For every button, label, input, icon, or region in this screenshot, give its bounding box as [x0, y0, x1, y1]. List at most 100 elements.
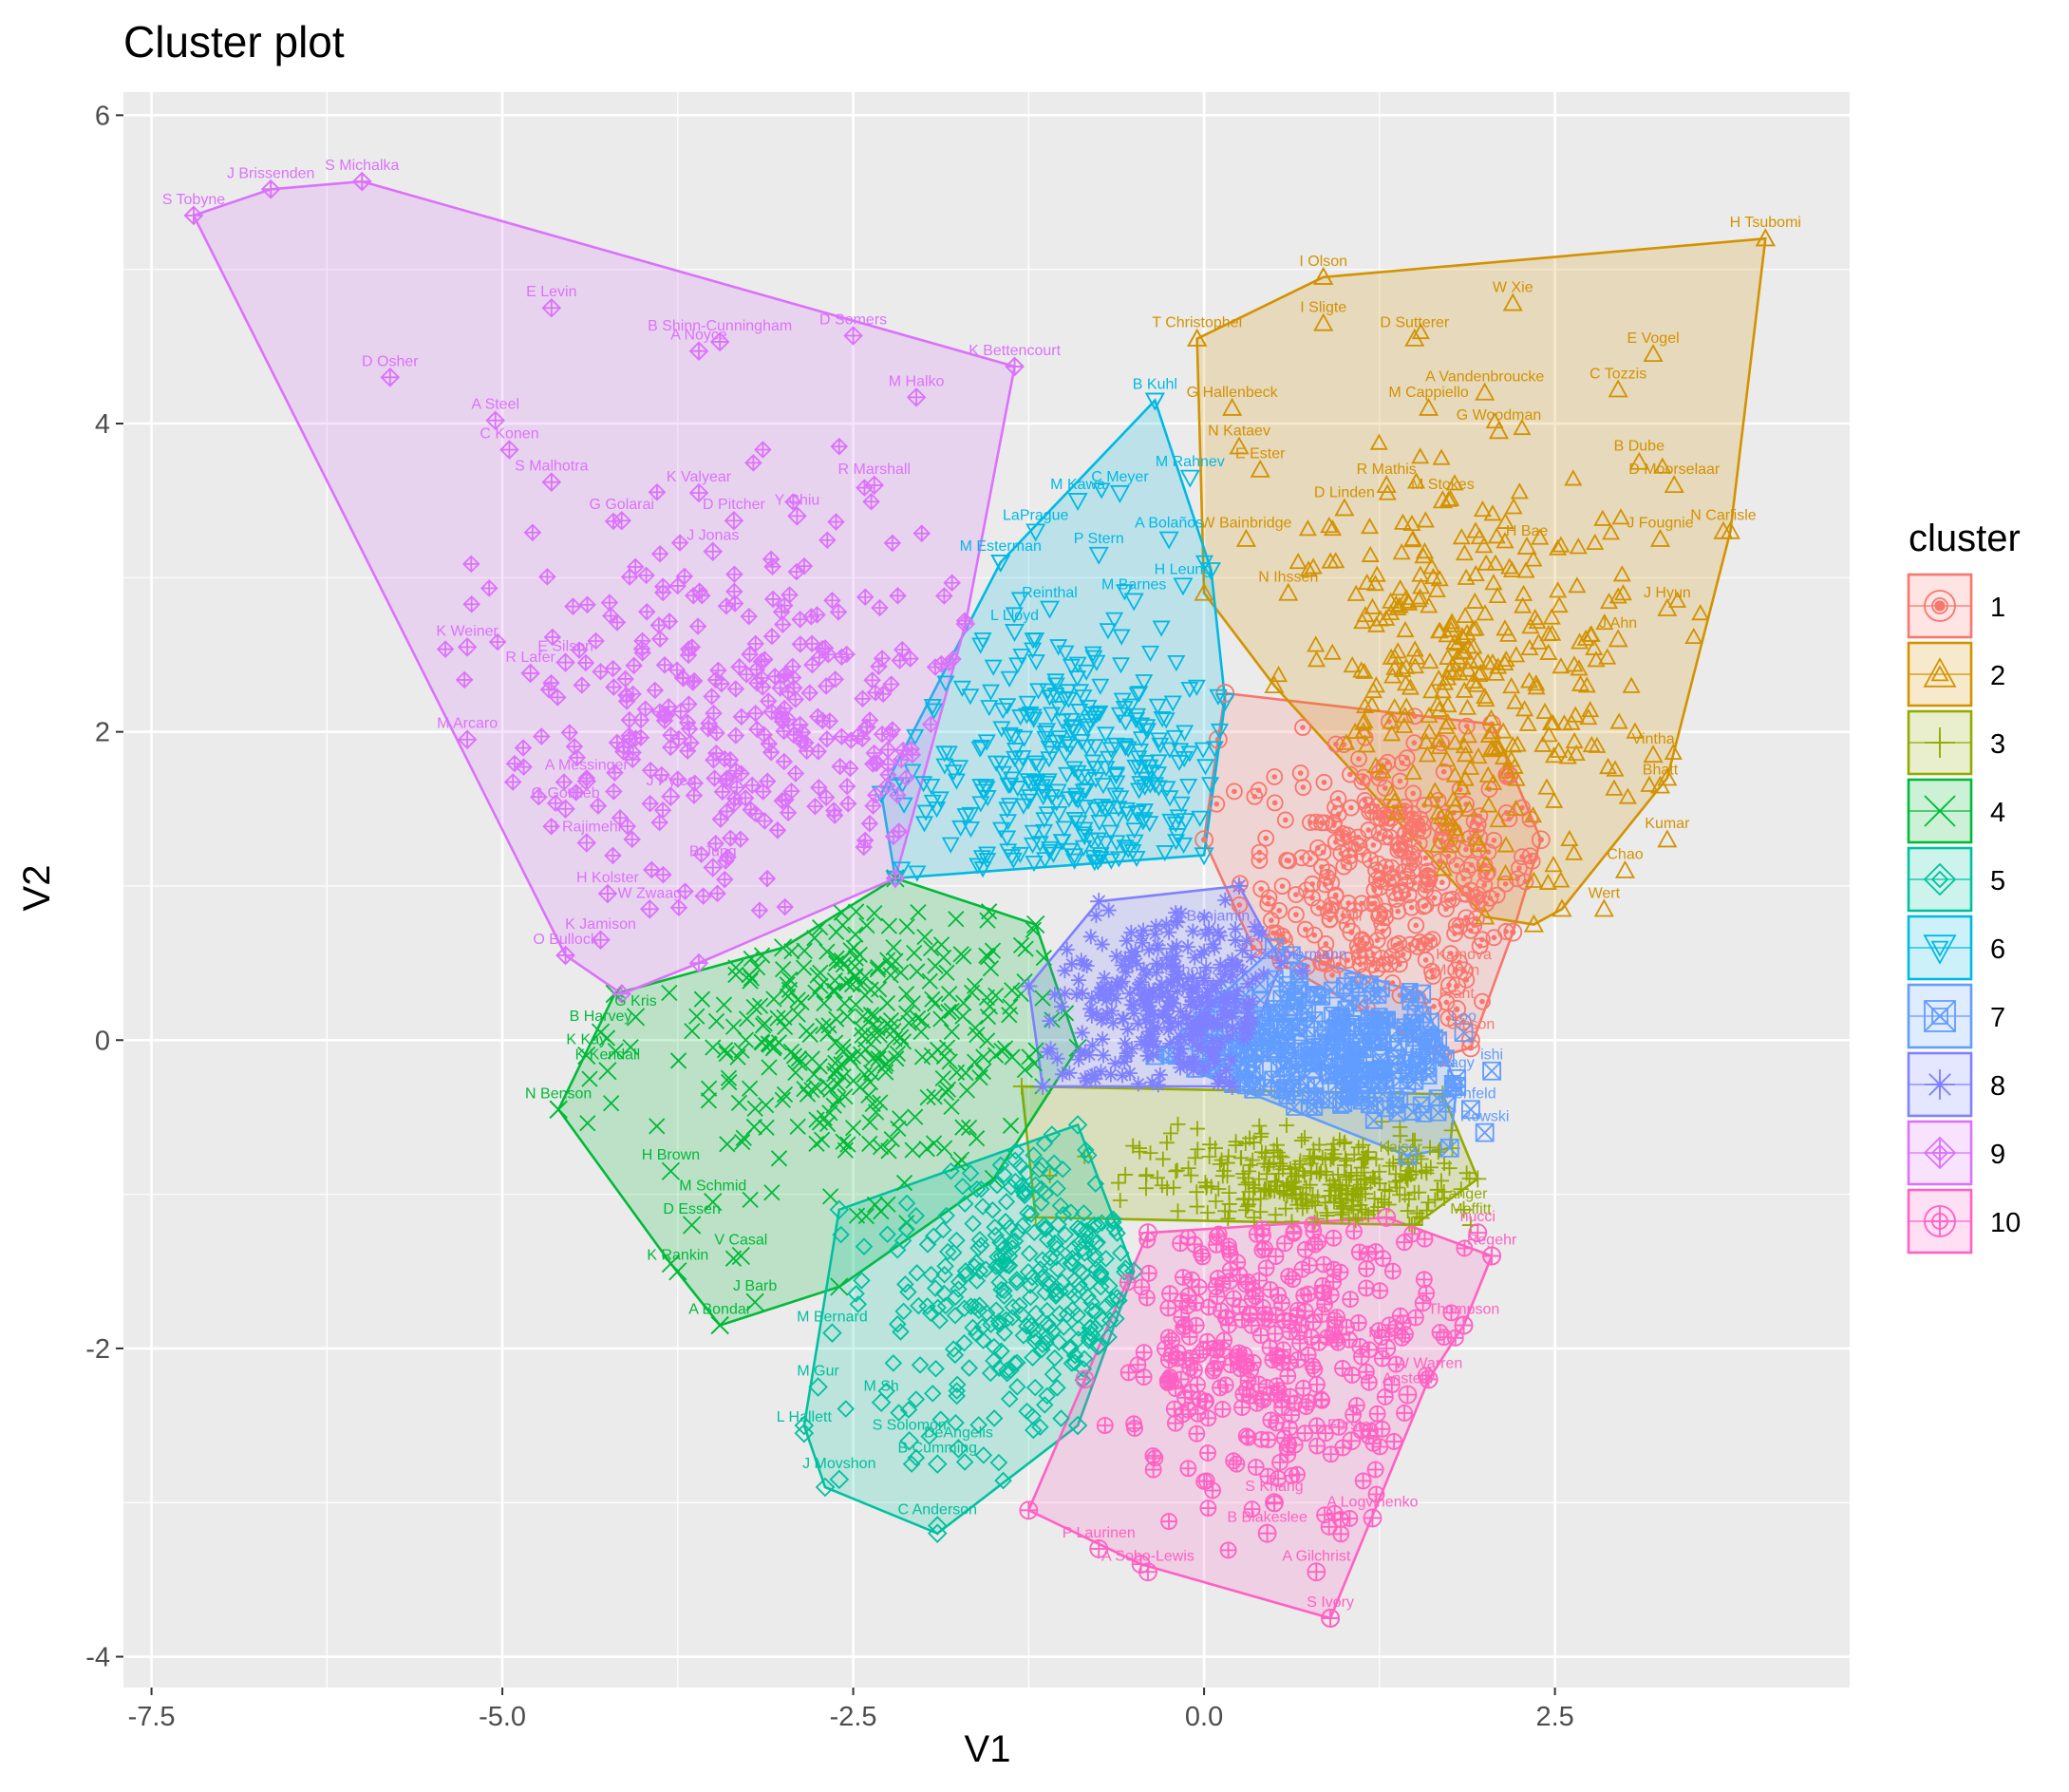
cluster-8-point: [1225, 1009, 1241, 1025]
cluster-10-point: [1305, 1222, 1323, 1240]
cluster-1-point: [1458, 909, 1475, 927]
cluster-8-point: [1170, 915, 1186, 931]
cluster-4-point: [935, 1047, 952, 1066]
cluster-3-point: [1347, 1213, 1364, 1229]
cluster-5-point: [985, 1337, 1004, 1356]
cluster-10-point: [1253, 1241, 1271, 1259]
cluster-4-point: [693, 990, 711, 1008]
cluster-4-point: [775, 960, 792, 978]
cluster-6-point: [998, 698, 1017, 715]
point-label: B Kuhl: [1133, 377, 1177, 393]
cluster-2-point: [1489, 810, 1508, 828]
cluster-1-labeled-point: [1454, 961, 1474, 981]
cluster-5-point: [1010, 1296, 1028, 1315]
cluster-3-point: [1288, 1179, 1304, 1196]
cluster-2-point: [1570, 659, 1589, 676]
cluster-7-point: [1414, 1006, 1432, 1024]
cluster-4-labeled-point: [745, 1292, 764, 1311]
cluster-3-point: [1427, 1192, 1443, 1208]
cluster-3-point: [1278, 1118, 1294, 1133]
cluster-8-point: [1215, 1003, 1232, 1019]
cluster-2-point: [1533, 735, 1552, 752]
cluster-6-point: [1064, 761, 1083, 778]
cluster-5-point: [908, 1264, 926, 1282]
cluster-4-point: [721, 1073, 738, 1091]
cluster-8-point: [1218, 1063, 1234, 1079]
cluster-4-labeled-point: [598, 1062, 617, 1081]
cluster-6-point: [1149, 754, 1168, 771]
cluster-5-point: [1038, 1314, 1057, 1333]
cluster-9-point: [791, 635, 810, 653]
cluster-3-point: [1392, 1128, 1408, 1144]
cluster-5-point: [995, 1165, 1013, 1184]
point-label: C Konen: [480, 426, 538, 443]
cluster-5-point: [832, 1225, 850, 1244]
cluster-1-point: [1266, 768, 1284, 785]
cluster-4-point: [921, 972, 938, 990]
cluster-5-point: [1006, 1151, 1025, 1170]
cluster-2-point: [1442, 613, 1461, 630]
cluster-5-point: [997, 1193, 1016, 1211]
cluster-6-point: [1138, 723, 1157, 740]
cluster-5-point: [922, 1265, 940, 1284]
cluster-10-point: [1331, 1511, 1349, 1528]
cluster-8-point: [1135, 934, 1151, 951]
cluster-2-point: [1455, 736, 1474, 754]
cluster-3-point: [1199, 1204, 1215, 1220]
cluster-10-labeled-point: [1089, 1539, 1109, 1558]
cluster-5-point: [1035, 1396, 1054, 1414]
cluster-6-point: [1156, 845, 1175, 862]
cluster-6-point: [1038, 806, 1057, 823]
cluster-2-point: [1425, 782, 1444, 799]
cluster-8-point: [1117, 1054, 1133, 1070]
cluster-6-labeled-point: [1005, 624, 1025, 642]
cluster-3-point: [1420, 1195, 1437, 1211]
cluster-6-hull-point: [1200, 562, 1222, 581]
x-tick-label: -2.5: [830, 1702, 877, 1732]
cluster-8-point: [1136, 922, 1152, 938]
cluster-2-point: [1523, 806, 1543, 823]
cluster-2-point: [1478, 765, 1497, 783]
cluster-4-point: [897, 986, 915, 1003]
cluster-4-point: [822, 1081, 839, 1098]
cluster-2-point: [1355, 696, 1375, 713]
cluster-4-point: [926, 1088, 943, 1105]
cluster-4-point: [848, 903, 865, 920]
cluster-2-point: [1414, 547, 1433, 564]
cluster-10-point: [1212, 1302, 1230, 1320]
cluster-2-point: [1421, 790, 1440, 807]
point-label: A Bolaños: [1135, 516, 1203, 532]
point-label: K Bettencourt: [969, 343, 1062, 359]
cluster-4-point: [900, 1014, 917, 1031]
cluster-4-point: [925, 1135, 943, 1152]
cluster-2-point: [1483, 723, 1502, 740]
cluster-9-point: [674, 670, 692, 688]
cluster-9-point: [514, 739, 533, 757]
cluster-4-point: [1002, 1117, 1020, 1134]
legend-label: 10: [1990, 1208, 2021, 1238]
cluster-2-point: [1391, 578, 1410, 596]
cluster-4-point: [727, 959, 744, 976]
point-label: D Somers: [819, 311, 887, 328]
point-label: N Kataev: [1208, 423, 1270, 439]
cluster-6-point: [1065, 853, 1084, 870]
point-label: B Jung: [689, 843, 737, 859]
cluster-9-point: [542, 673, 560, 692]
cluster-6-labeled-point: [1173, 577, 1194, 596]
point-label: H Bae: [1506, 523, 1549, 539]
cluster-8-point: [1161, 989, 1177, 1005]
cluster-6-hull-point: [1214, 693, 1235, 712]
cluster-5-point: [910, 1296, 928, 1315]
cluster-5-point: [897, 1194, 916, 1213]
point-label: L Hallett: [777, 1409, 833, 1425]
cluster-3-point: [1422, 1140, 1439, 1156]
cluster-6-point: [1008, 781, 1027, 798]
cluster-4-hull-point: [1026, 915, 1045, 934]
cluster-8-point: [1150, 937, 1166, 953]
cluster-4-point: [603, 1095, 620, 1112]
cluster-6-point: [970, 741, 989, 758]
cluster-5-point: [973, 1198, 992, 1216]
cluster-2-point: [1361, 545, 1380, 562]
cluster-8-point: [1134, 928, 1150, 944]
cluster-6-labeled-point: [1039, 600, 1061, 619]
